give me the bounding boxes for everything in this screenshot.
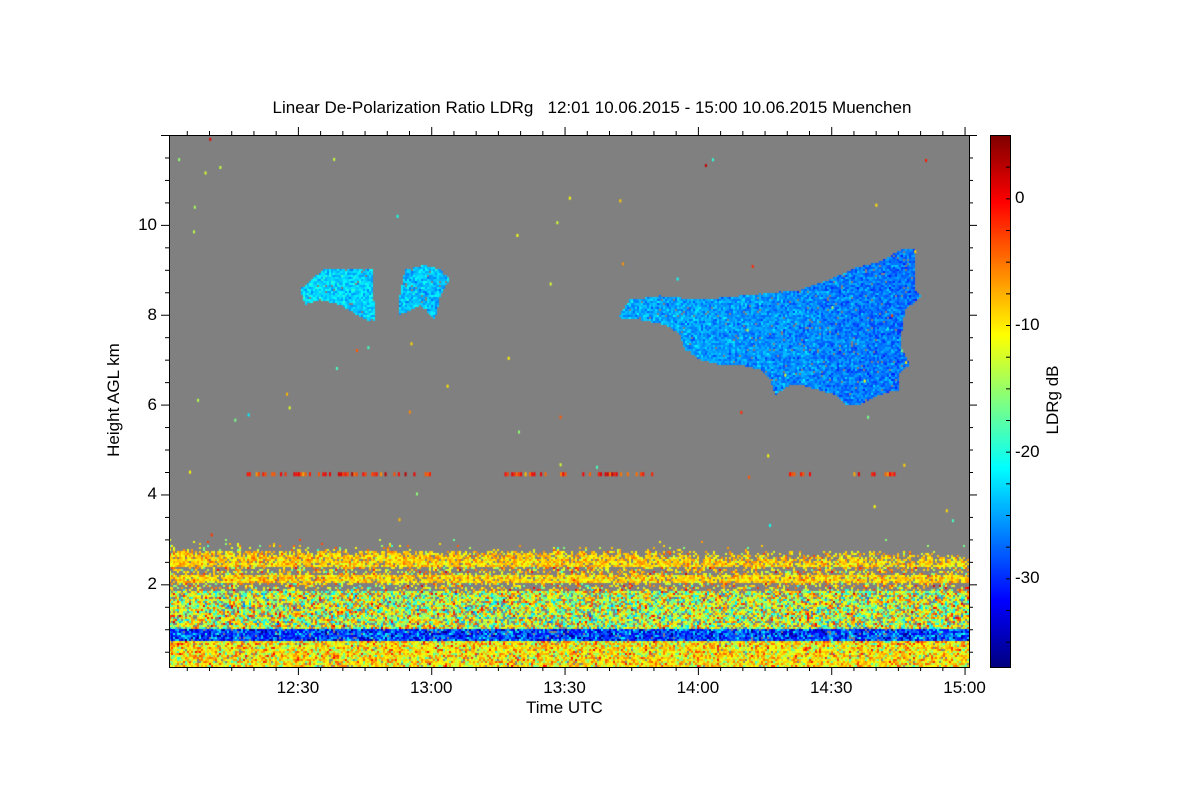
x-tick-label: 14:30: [809, 678, 853, 697]
colorbar-label: LDRg dB: [1043, 365, 1062, 435]
plot-frame: [169, 135, 970, 668]
x-tick-label: 13:30: [543, 678, 586, 697]
colorbar: [990, 135, 1010, 667]
chart-title: Linear De-Polarization Ratio LDRg 12:01 …: [272, 98, 912, 117]
x-tick-label: 12:30: [276, 678, 320, 697]
y-tick-label: 8: [147, 304, 157, 324]
x-tick-label: 15:00: [943, 678, 986, 697]
colorbar-tick-label: -10: [1015, 315, 1040, 334]
colorbar-tick-label: 0: [1015, 188, 1025, 208]
y-axis-label: Height AGL km: [104, 343, 123, 457]
x-tick-label: 14:00: [676, 678, 720, 697]
colorbar-tick-label: -30: [1015, 568, 1040, 588]
x-tick-label: 13:00: [409, 678, 453, 697]
y-tick-label: 4: [147, 484, 157, 504]
ldr-heatmap: [169, 135, 969, 667]
y-tick-label: 2: [147, 574, 157, 594]
x-axis-label: Time UTC: [526, 698, 603, 717]
colorbar-frame: [990, 135, 1011, 668]
y-tick-label: 6: [147, 394, 157, 414]
y-tick-label: 10: [138, 214, 157, 234]
colorbar-tick-label: -20: [1015, 441, 1040, 461]
